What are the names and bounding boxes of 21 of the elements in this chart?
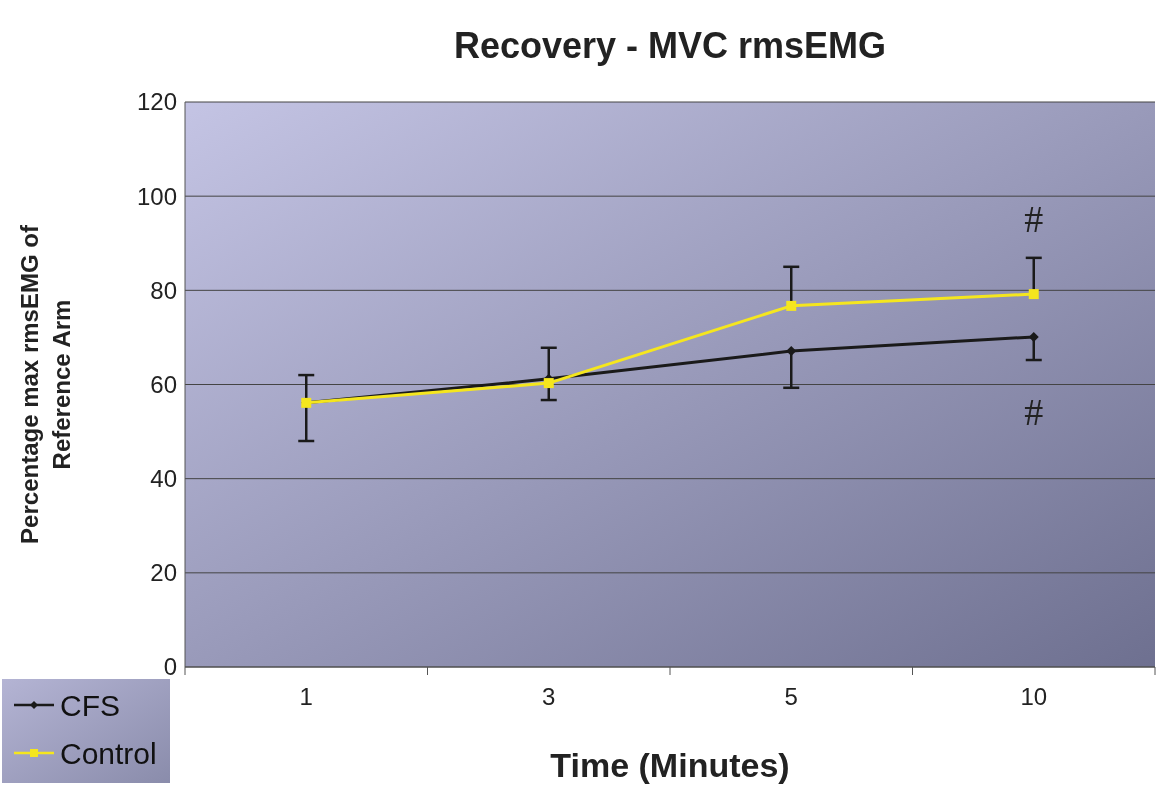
y-tick-label: 80 — [150, 276, 177, 304]
annotation: # — [1024, 391, 1044, 434]
x-tick-label: 10 — [1020, 683, 1048, 710]
chart-title: Recovery - MVC rmsEMG — [453, 25, 887, 66]
x-tick-label: 3 — [542, 683, 556, 710]
y-tick-label: 0 — [163, 653, 177, 681]
y-tick-label: 100 — [136, 182, 177, 210]
y-tick-label: 40 — [150, 465, 177, 493]
x-axis-title: Time (Minutes) — [550, 746, 790, 784]
y-tick-label: 60 — [150, 370, 177, 398]
point — [1028, 289, 1039, 300]
legend-label: CFS — [60, 688, 120, 722]
x-tick-label: 5 — [784, 683, 798, 710]
y-tick-label: 20 — [150, 559, 177, 587]
point — [543, 378, 554, 389]
point — [786, 300, 797, 311]
y-axis-title: Percentage max rmsEMG of Reference Arm — [16, 224, 75, 544]
annotation: # — [1024, 198, 1044, 241]
y-tick-label: 120 — [136, 88, 177, 116]
legend-label: Control — [60, 736, 157, 770]
x-tick-label: 1 — [299, 683, 313, 710]
